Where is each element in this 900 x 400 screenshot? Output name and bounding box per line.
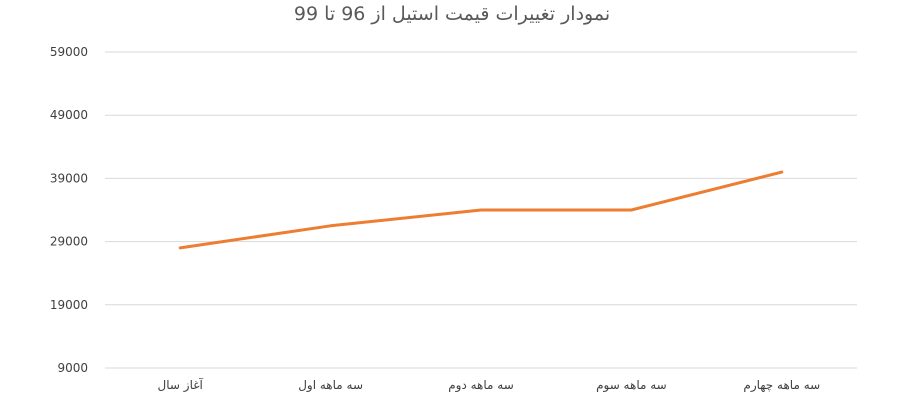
chart-title: نمودار تغییرات قیمت استیل از 96 تا 99 [294, 3, 610, 25]
y-tick-label: 9000 [57, 361, 88, 375]
y-tick-label: 19000 [50, 298, 88, 312]
y-tick-label: 29000 [50, 235, 88, 249]
x-axis-category-labels: آغاز سال سه ماهه اول سه ماهه دوم سه ماهه سو… [158, 377, 821, 393]
y-axis-tick-labels: 9000 19000 29000 39000 49000 59000 [50, 45, 88, 375]
x-category-label: آغاز سال [158, 377, 204, 393]
y-tick-label: 59000 [50, 45, 88, 59]
series-line [178, 170, 784, 250]
y-tick-label: 49000 [50, 108, 88, 122]
x-category-label: سه ماهه سوم [596, 378, 667, 393]
y-tick-label: 39000 [50, 171, 88, 185]
x-category-label: سه ماهه چهارم [743, 378, 820, 393]
series-lines [178, 170, 784, 250]
x-category-label: سه ماهه اول [298, 378, 363, 393]
x-category-label: سه ماهه دوم [448, 378, 514, 393]
